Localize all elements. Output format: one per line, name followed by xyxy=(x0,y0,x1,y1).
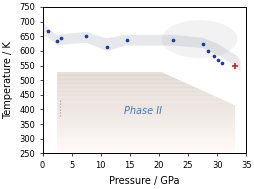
Polygon shape xyxy=(57,81,185,83)
Polygon shape xyxy=(57,75,170,76)
Polygon shape xyxy=(57,101,229,103)
Polygon shape xyxy=(57,77,176,79)
Polygon shape xyxy=(44,23,240,71)
Polygon shape xyxy=(57,100,226,101)
Point xyxy=(46,29,50,33)
Polygon shape xyxy=(57,140,234,141)
Polygon shape xyxy=(57,95,214,96)
Polygon shape xyxy=(57,108,234,109)
Polygon shape xyxy=(57,117,234,119)
Point xyxy=(211,55,215,58)
Polygon shape xyxy=(57,88,199,90)
Polygon shape xyxy=(57,148,234,149)
Polygon shape xyxy=(57,87,196,88)
Polygon shape xyxy=(57,132,234,133)
Point xyxy=(104,46,108,49)
Polygon shape xyxy=(57,115,234,116)
Polygon shape xyxy=(57,120,234,121)
Polygon shape xyxy=(57,136,234,137)
Polygon shape xyxy=(57,99,223,100)
Polygon shape xyxy=(57,76,173,77)
Polygon shape xyxy=(57,92,208,94)
Polygon shape xyxy=(57,111,234,112)
Polygon shape xyxy=(57,125,234,127)
Polygon shape xyxy=(57,72,164,74)
Polygon shape xyxy=(57,123,234,124)
X-axis label: Pressure / GPa: Pressure / GPa xyxy=(109,176,179,186)
Polygon shape xyxy=(57,127,234,128)
Point xyxy=(55,39,59,42)
Point xyxy=(200,42,204,45)
Polygon shape xyxy=(57,124,234,125)
Point xyxy=(215,58,219,61)
Polygon shape xyxy=(57,84,190,85)
Polygon shape xyxy=(57,133,234,135)
Polygon shape xyxy=(57,96,217,98)
Polygon shape xyxy=(57,105,234,107)
Point xyxy=(124,38,129,41)
Polygon shape xyxy=(57,80,182,81)
Point xyxy=(219,62,223,65)
Polygon shape xyxy=(57,90,202,91)
Point xyxy=(84,34,88,37)
Polygon shape xyxy=(57,131,234,132)
Polygon shape xyxy=(57,104,234,105)
Ellipse shape xyxy=(161,20,236,58)
Polygon shape xyxy=(57,74,167,75)
Polygon shape xyxy=(57,116,234,117)
Polygon shape xyxy=(57,119,234,120)
Polygon shape xyxy=(57,94,211,95)
Polygon shape xyxy=(57,143,234,144)
Polygon shape xyxy=(57,146,234,148)
Point xyxy=(205,49,210,52)
Polygon shape xyxy=(57,98,220,99)
Polygon shape xyxy=(57,112,234,113)
Polygon shape xyxy=(57,139,234,140)
Polygon shape xyxy=(57,85,194,87)
Y-axis label: Temperature / K: Temperature / K xyxy=(4,41,13,119)
Polygon shape xyxy=(57,135,234,136)
Polygon shape xyxy=(57,121,234,123)
Polygon shape xyxy=(57,137,234,139)
Polygon shape xyxy=(57,107,234,108)
Polygon shape xyxy=(57,149,234,151)
Polygon shape xyxy=(57,103,232,104)
Polygon shape xyxy=(57,128,234,129)
Polygon shape xyxy=(57,144,234,145)
Polygon shape xyxy=(57,109,234,111)
Text: Phase II: Phase II xyxy=(123,106,161,116)
Polygon shape xyxy=(57,83,188,84)
Polygon shape xyxy=(57,145,234,146)
Polygon shape xyxy=(57,129,234,131)
Polygon shape xyxy=(57,113,234,115)
Polygon shape xyxy=(57,151,234,152)
Point xyxy=(171,38,175,41)
Polygon shape xyxy=(57,79,179,80)
Point xyxy=(59,36,63,39)
Polygon shape xyxy=(57,91,205,92)
Polygon shape xyxy=(57,141,234,143)
